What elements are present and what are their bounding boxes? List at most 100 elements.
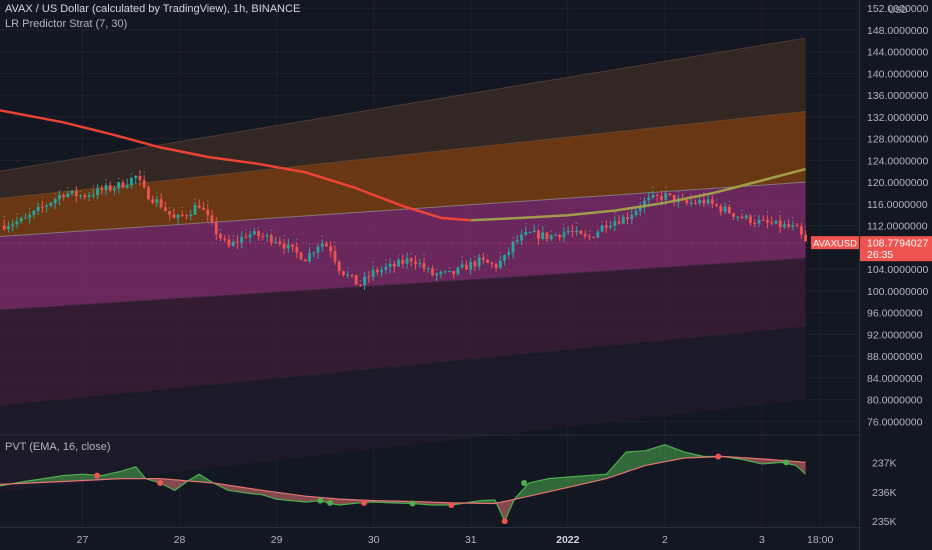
candle-up[interactable] [312, 252, 316, 254]
candle-up[interactable] [596, 231, 600, 238]
candle-down[interactable] [558, 234, 562, 238]
candle-down[interactable] [163, 207, 167, 211]
candle-down[interactable] [269, 235, 273, 243]
candle-down[interactable] [295, 246, 299, 253]
pvt-cross-marker[interactable] [521, 479, 528, 486]
candle-up[interactable] [231, 241, 235, 246]
candle-up[interactable] [647, 197, 651, 201]
pvt-cross-marker[interactable] [409, 500, 416, 507]
candle-down[interactable] [465, 264, 468, 270]
candle-down[interactable] [261, 236, 265, 238]
candle-down[interactable] [151, 199, 155, 203]
candle-down[interactable] [257, 231, 261, 237]
time-axis[interactable]: 27 28 29 30 31 2022 2 3 18:00 [77, 534, 834, 546]
candle-up[interactable] [24, 217, 27, 219]
candle-down[interactable] [354, 275, 358, 285]
candle-down[interactable] [732, 213, 735, 217]
candle-down[interactable] [452, 270, 456, 275]
candle-up[interactable] [193, 205, 197, 215]
candle-up[interactable] [363, 276, 367, 286]
candle-down[interactable] [333, 251, 337, 262]
candle-up[interactable] [19, 218, 23, 222]
candle-up[interactable] [66, 193, 70, 197]
candle-up[interactable] [549, 235, 553, 239]
candle-up[interactable] [515, 240, 519, 242]
candle-up[interactable] [723, 206, 727, 212]
candle-down[interactable] [473, 261, 477, 267]
candle-up[interactable] [477, 257, 481, 267]
candle-up[interactable] [651, 194, 655, 198]
candle-up[interactable] [28, 214, 32, 218]
candle-up[interactable] [524, 232, 528, 235]
candle-up[interactable] [562, 232, 566, 238]
pvt-cross-marker[interactable] [94, 472, 101, 479]
candle-down[interactable] [185, 215, 188, 217]
candle-down[interactable] [481, 257, 485, 260]
candle-down[interactable] [337, 261, 341, 272]
candle-down[interactable] [367, 276, 371, 278]
candle-down[interactable] [206, 209, 210, 216]
candle-up[interactable] [45, 205, 49, 207]
candle-down[interactable] [2, 225, 6, 230]
candle-up[interactable] [435, 273, 439, 276]
candle-down[interactable] [83, 195, 87, 197]
candle-up[interactable] [380, 269, 384, 273]
candle-up[interactable] [11, 224, 15, 227]
candle-up[interactable] [460, 264, 464, 268]
candle-up[interactable] [397, 260, 400, 267]
candle-down[interactable] [202, 207, 205, 210]
candle-down[interactable] [223, 238, 227, 240]
candle-down[interactable] [740, 216, 744, 219]
candle-down[interactable] [409, 258, 413, 262]
candle-down[interactable] [710, 199, 714, 204]
candle-up[interactable] [774, 220, 778, 224]
pvt-cross-marker[interactable] [448, 501, 455, 508]
candle-down[interactable] [291, 244, 294, 247]
candle-up[interactable] [757, 219, 761, 224]
candle-up[interactable] [248, 234, 252, 238]
candle-down[interactable] [617, 221, 621, 224]
candle-up[interactable] [575, 230, 579, 233]
candle-down[interactable] [236, 241, 239, 243]
candle-down[interactable] [494, 264, 498, 268]
candle-up[interactable] [320, 243, 324, 247]
candle-up[interactable] [706, 199, 710, 204]
candle-up[interactable] [613, 221, 617, 226]
candle-down[interactable] [626, 217, 629, 220]
candle-down[interactable] [401, 260, 405, 264]
candle-up[interactable] [443, 271, 447, 273]
candle-down[interactable] [350, 274, 354, 276]
candle-up[interactable] [286, 244, 290, 249]
candle-down[interactable] [749, 215, 752, 224]
candle-up[interactable] [308, 253, 311, 262]
candle-up[interactable] [189, 214, 193, 216]
pvt-cross-marker[interactable] [317, 497, 324, 504]
candle-down[interactable] [299, 252, 303, 260]
candle-up[interactable] [736, 216, 740, 218]
candle-down[interactable] [583, 233, 587, 237]
candle-down[interactable] [100, 188, 104, 191]
candle-down[interactable] [74, 190, 78, 197]
candlesticks[interactable] [2, 170, 808, 291]
candle-up[interactable] [698, 199, 702, 204]
candle-up[interactable] [507, 252, 511, 255]
candle-down[interactable] [210, 215, 214, 222]
candle-up[interactable] [405, 258, 409, 264]
candle-up[interactable] [87, 195, 91, 197]
candle-down[interactable] [592, 237, 596, 239]
candle-down[interactable] [138, 176, 142, 181]
candle-up[interactable] [609, 225, 612, 228]
candle-down[interactable] [168, 210, 172, 215]
candle-down[interactable] [727, 206, 731, 214]
candle-up[interactable] [541, 232, 545, 239]
candle-down[interactable] [219, 234, 222, 239]
candle-down[interactable] [672, 195, 676, 203]
candle-down[interactable] [180, 214, 184, 216]
candle-up[interactable] [15, 221, 19, 225]
candle-down[interactable] [753, 223, 757, 225]
candle-down[interactable] [685, 200, 689, 203]
candle-down[interactable] [375, 269, 379, 273]
candle-up[interactable] [113, 188, 116, 191]
candle-down[interactable] [325, 243, 328, 247]
